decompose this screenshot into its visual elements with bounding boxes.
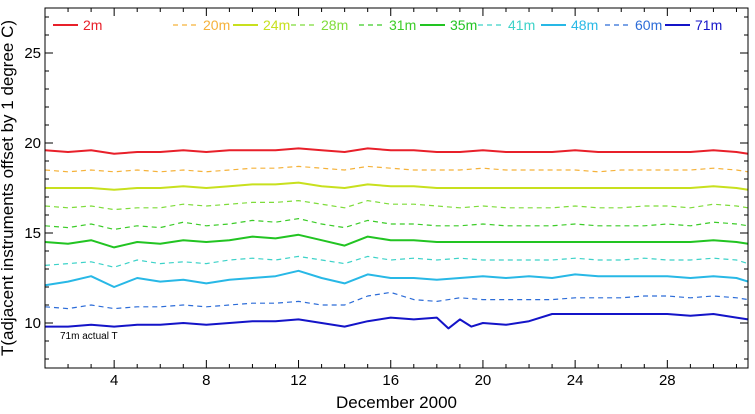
annotation-71m-actual-t: 71m actual T [60,331,118,342]
x-tick-label: 20 [475,372,492,389]
plot-frame [44,7,749,369]
x-axis-title: December 2000 [336,393,457,412]
series-line-48m [44,269,749,288]
series-line-2m [44,147,749,155]
x-tick-label: 12 [290,372,307,389]
x-tick-label: 8 [202,372,210,389]
legend-label-71m: 71m [695,17,722,33]
legend-label-41m: 41m [508,17,535,33]
series-line-41m [44,255,749,268]
series-line-24m [45,181,749,191]
series-line-28m [44,200,749,211]
y-tick-label: 15 [24,225,41,242]
y-axis-title: T(adjacent instruments offset by 1 degre… [0,20,17,356]
legend: 2m 20m 24m 28m 31m 35m 41m 48m 60m 71m [53,17,722,33]
series-line-71m [45,313,749,330]
legend-label-2m: 2m [83,17,102,33]
x-tick-label: 4 [110,372,118,389]
series-line-20m [44,165,749,173]
y-tick-label: 20 [24,135,41,152]
series-layer [44,147,749,330]
series-line-31m [44,218,749,230]
x-tick-label: 28 [659,372,676,389]
x-tick-label: 24 [567,372,584,389]
y-tick-label: 10 [24,315,41,332]
legend-label-60m: 60m [635,17,662,33]
legend-label-24m: 24m [263,17,290,33]
legend-label-48m: 48m [571,17,598,33]
legend-label-20m: 20m [203,17,230,33]
legend-label-31m: 31m [389,17,416,33]
legend-label-28m: 28m [321,17,348,33]
series-line-35m [44,233,749,249]
series-line-60m [44,291,749,310]
legend-label-35m: 35m [450,17,477,33]
axes: 4 8 12 16 20 24 28 10 15 20 25 [24,8,748,389]
x-tick-label: 16 [382,372,399,389]
y-tick-label: 25 [24,45,41,62]
